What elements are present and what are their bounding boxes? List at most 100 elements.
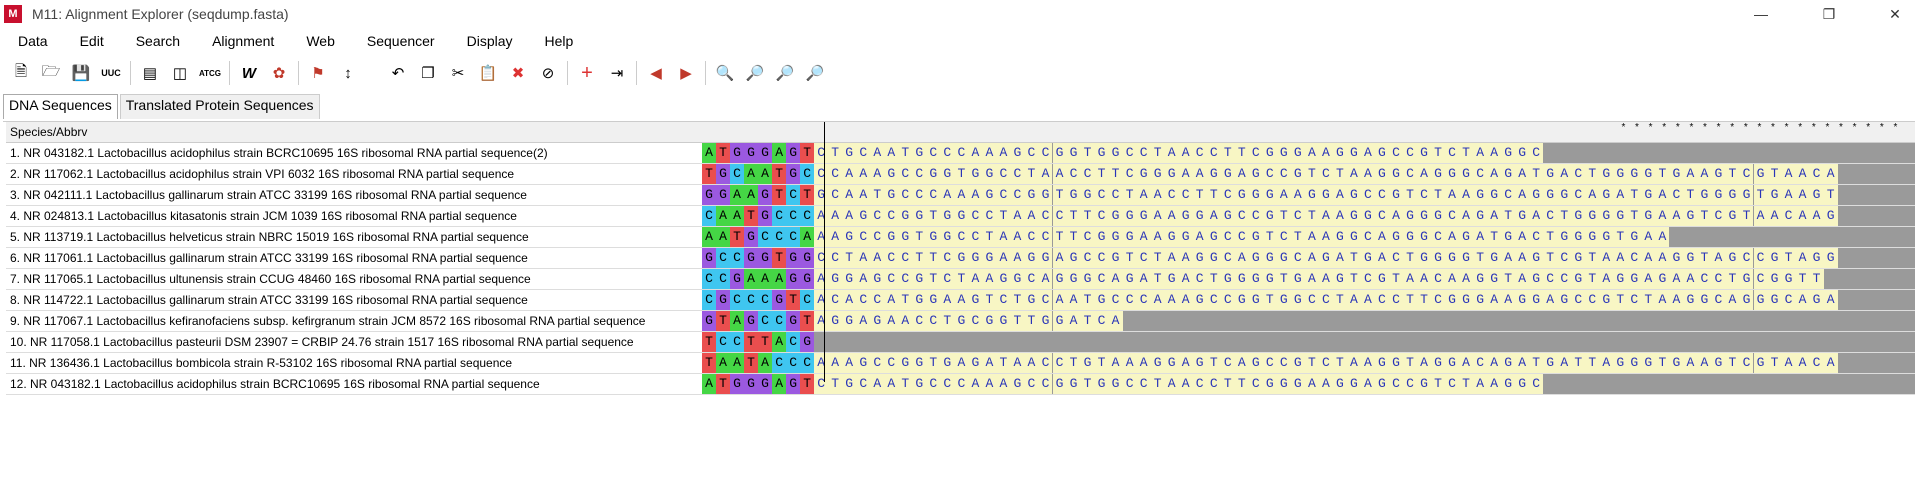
nucleotide-cell[interactable]: C <box>898 248 913 268</box>
nucleotide-cell[interactable]: G <box>1823 248 1838 268</box>
nucleotide-cell[interactable]: T <box>1080 374 1095 394</box>
clear-icon[interactable]: ⊘ <box>541 65 555 82</box>
nucleotide-cell[interactable]: A <box>1417 269 1432 289</box>
nucleotide-cell[interactable]: T <box>898 290 913 310</box>
nucleotide-cell[interactable]: A <box>1613 248 1628 268</box>
nucleotide-cell[interactable]: G <box>1501 227 1516 247</box>
nucleotide-cell[interactable]: T <box>926 353 941 373</box>
nucleotide-cell[interactable]: T <box>800 374 815 394</box>
nucleotide-cell[interactable]: C <box>800 353 815 373</box>
nucleotide-cell[interactable]: A <box>1795 185 1810 205</box>
nucleotide-cell[interactable]: G <box>1164 164 1179 184</box>
nucleotide-cell[interactable]: G <box>1613 353 1628 373</box>
nucleotide-cell[interactable]: A <box>1360 353 1375 373</box>
nucleotide-cell[interactable]: G <box>1052 374 1067 394</box>
nucleotide-cell[interactable]: G <box>1192 290 1207 310</box>
nucleotide-cell[interactable]: T <box>744 332 759 352</box>
nucleotide-cell[interactable]: G <box>1094 290 1109 310</box>
nucleotide-cell[interactable]: A <box>856 185 871 205</box>
nucleotide-cell[interactable]: A <box>842 185 857 205</box>
nucleotide-cell[interactable]: A <box>1669 290 1684 310</box>
nucleotide-cell[interactable]: G <box>1459 164 1474 184</box>
nucleotide-cell[interactable]: C <box>968 311 983 331</box>
nucleotide-cell[interactable]: A <box>1669 269 1684 289</box>
nucleotide-cell[interactable]: A <box>1641 248 1656 268</box>
nucleotide-cell[interactable]: G <box>1318 248 1333 268</box>
nucleotide-cell[interactable]: T <box>800 185 815 205</box>
nucleotide-cell[interactable]: C <box>758 227 773 247</box>
nucleotide-cell[interactable]: G <box>1094 143 1109 163</box>
cut-icon[interactable]: ✂ <box>451 65 465 82</box>
nucleotide-cell[interactable]: G <box>1234 269 1249 289</box>
nucleotide-cell[interactable]: T <box>1346 248 1361 268</box>
nucleotide-cell[interactable]: G <box>1346 185 1361 205</box>
nucleotide-cell[interactable]: T <box>828 143 843 163</box>
nucleotide-cell[interactable]: G <box>1599 290 1614 310</box>
nucleotide-cell[interactable]: G <box>1627 353 1642 373</box>
nucleotide-cell[interactable]: T <box>1206 269 1221 289</box>
nucleotide-cell[interactable]: A <box>870 164 885 184</box>
nucleotide-cell[interactable]: C <box>1711 206 1726 226</box>
nucleotide-cell[interactable]: G <box>744 248 759 268</box>
nucleotide-cell[interactable]: G <box>1108 374 1123 394</box>
nucleotide-cell[interactable]: T <box>1150 374 1165 394</box>
nucleotide-cell[interactable]: G <box>1459 227 1474 247</box>
nucleotide-cell[interactable]: C <box>1080 248 1095 268</box>
menu-display[interactable]: Display <box>466 33 513 49</box>
nucleotide-cell[interactable]: A <box>1613 185 1628 205</box>
nucleotide-cell[interactable]: C <box>786 206 801 226</box>
species-row[interactable]: 8. NR 114722.1 Lactobacillus gallinarum … <box>6 290 702 311</box>
nucleotide-cell[interactable]: T <box>1725 164 1740 184</box>
nucleotide-cell[interactable]: T <box>1010 290 1025 310</box>
nucleotide-cell[interactable]: T <box>1192 185 1207 205</box>
nucleotide-cell[interactable]: G <box>1248 227 1263 247</box>
nucleotide-cell[interactable]: A <box>1487 290 1502 310</box>
nucleotide-cell[interactable]: C <box>1473 164 1488 184</box>
nucleotide-cell[interactable]: C <box>702 290 717 310</box>
nucleotide-cell[interactable]: A <box>1795 248 1810 268</box>
nucleotide-cell[interactable]: C <box>1080 164 1095 184</box>
nucleotide-cell[interactable]: A <box>1445 185 1460 205</box>
nucleotide-cell[interactable]: G <box>1108 143 1123 163</box>
nucleotide-cell[interactable]: C <box>1136 143 1151 163</box>
nucleotide-cell[interactable]: T <box>1403 353 1418 373</box>
nucleotide-cell[interactable]: G <box>1697 290 1712 310</box>
nucleotide-cell[interactable]: A <box>814 311 829 331</box>
nucleotide-cell[interactable]: G <box>1290 290 1305 310</box>
next-icon[interactable]: ▶ <box>680 65 692 82</box>
nucleotide-cell[interactable]: G <box>1711 353 1726 373</box>
nucleotide-cell[interactable]: G <box>702 185 717 205</box>
nucleotide-cell[interactable]: C <box>1388 290 1403 310</box>
nucleotide-cell[interactable]: G <box>1360 248 1375 268</box>
nucleotide-cell[interactable]: T <box>1473 248 1488 268</box>
nucleotide-cell[interactable]: C <box>814 374 829 394</box>
nucleotide-cell[interactable]: G <box>1108 206 1123 226</box>
nucleotide-cell[interactable]: G <box>716 290 731 310</box>
nucleotide-cell[interactable]: T <box>1431 185 1446 205</box>
nucleotide-cell[interactable]: C <box>800 290 815 310</box>
nucleotide-cell[interactable]: G <box>968 164 983 184</box>
nucleotide-cell[interactable]: C <box>968 206 983 226</box>
nucleotide-cell[interactable]: G <box>1613 269 1628 289</box>
nucleotide-cell[interactable]: A <box>1459 206 1474 226</box>
nucleotide-cell[interactable]: C <box>744 290 759 310</box>
nucleotide-cell[interactable]: A <box>1515 227 1530 247</box>
nucleotide-cell[interactable]: G <box>842 374 857 394</box>
nucleotide-cell[interactable]: G <box>1669 248 1684 268</box>
nucleotide-cell[interactable]: A <box>1360 164 1375 184</box>
nucleotide-cell[interactable]: A <box>856 269 871 289</box>
nucleotide-cell[interactable]: C <box>1206 143 1221 163</box>
nucleotide-cell[interactable]: A <box>1459 185 1474 205</box>
nucleotide-cell[interactable]: C <box>786 353 801 373</box>
nucleotide-cell[interactable]: A <box>1487 143 1502 163</box>
nucleotide-cell[interactable]: G <box>1094 227 1109 247</box>
nucleotide-cell[interactable]: A <box>1010 353 1025 373</box>
nucleotide-cell[interactable]: G <box>1234 185 1249 205</box>
nucleotide-cell[interactable]: A <box>758 269 773 289</box>
nucleotide-cell[interactable]: G <box>730 269 745 289</box>
nucleotide-cell[interactable]: G <box>1445 290 1460 310</box>
nucleotide-cell[interactable]: G <box>1431 353 1446 373</box>
